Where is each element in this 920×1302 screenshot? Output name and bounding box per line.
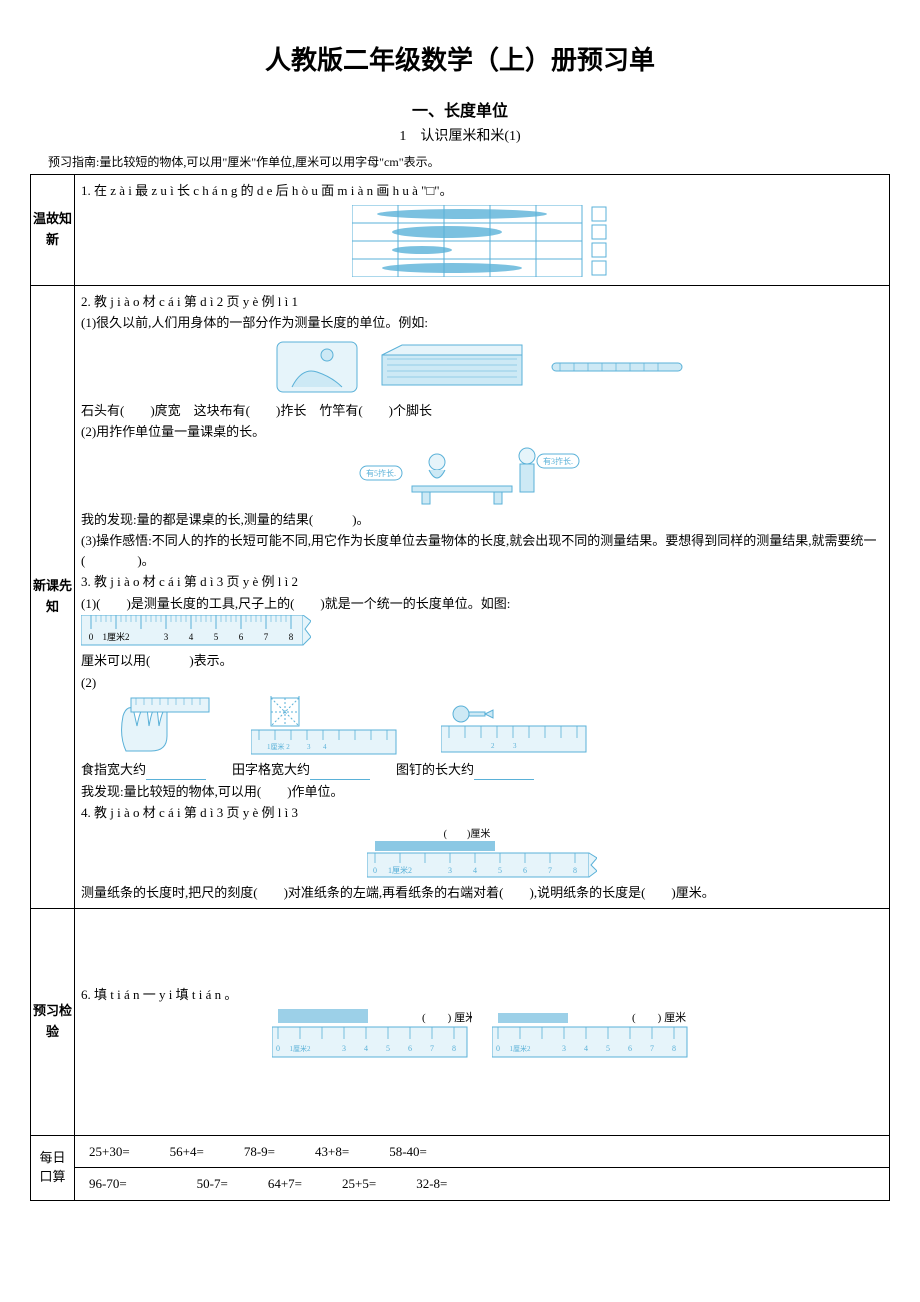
svg-text:0: 0 — [89, 632, 94, 642]
calc-2-1: 96-70= — [89, 1174, 127, 1194]
svg-text:3: 3 — [164, 632, 169, 642]
bubble-1: 有5拃长. — [366, 468, 396, 478]
svg-text:( )厘米: ( )厘米 — [444, 827, 491, 840]
svg-text:6: 6 — [239, 632, 244, 642]
svg-text:5: 5 — [214, 632, 219, 642]
ruler-figure-1: 0 1厘米2 3 4 5 6 7 8 — [81, 615, 883, 649]
svg-text:8: 8 — [289, 632, 294, 642]
q2-1-text: (1)很久以前,人们用身体的一部分作为测量长度的单位。例如: — [81, 313, 883, 333]
preview-guide: 预习指南:量比较短的物体,可以用"厘米"作单位,厘米可以用字母"cm"表示。 — [48, 153, 890, 170]
svg-text:2: 2 — [491, 742, 495, 750]
q3-2-label: (2) — [81, 673, 883, 693]
svg-text:5: 5 — [606, 1044, 610, 1053]
q1-text: 1. 在 z à i 最 z u ì 长 c h á n g 的 d e 后 h… — [81, 181, 883, 201]
section-title: 一、长度单位 — [30, 97, 890, 121]
svg-text:6: 6 — [628, 1044, 632, 1053]
svg-text:3: 3 — [513, 742, 517, 750]
svg-text:1厘米2: 1厘米2 — [510, 1044, 531, 1053]
svg-text:8: 8 — [672, 1044, 676, 1053]
svg-text:4: 4 — [584, 1044, 588, 1053]
calc-2-5: 32-8= — [416, 1174, 447, 1194]
svg-text:4: 4 — [364, 1044, 368, 1053]
svg-text:5: 5 — [498, 866, 502, 875]
svg-text:4: 4 — [323, 743, 327, 751]
calc-2-2: 50-7= — [197, 1174, 228, 1194]
q2-1-answers: 石头有( )庹宽 这块布有( )拃长 竹竿有( )个脚长 — [81, 401, 883, 421]
calc-2-3: 64+7= — [268, 1174, 302, 1194]
kousuan-row2: 96-70= 50-7= 64+7= 25+5= 32-8= — [75, 1168, 890, 1201]
row-label-xinkexianzhi: 新课先知 — [31, 285, 75, 909]
q2-find: 我的发现:量的都是课桌的长,测量的结果( )。 — [81, 510, 883, 530]
calc-1-3: 78-9= — [244, 1142, 275, 1162]
svg-text:8: 8 — [573, 866, 577, 875]
calc-1-5: 58-40= — [389, 1142, 427, 1162]
svg-text:4: 4 — [473, 866, 477, 875]
q3-find: 我发现:量比较短的物体,可以用( )作单位。 — [81, 782, 883, 802]
svg-text:7: 7 — [650, 1044, 654, 1053]
bubble-2: 有3拃长. — [543, 456, 573, 466]
svg-text:1厘米2: 1厘米2 — [290, 1044, 311, 1053]
svg-text:3: 3 — [562, 1044, 566, 1053]
q2-2-text: (2)用拃作单位量一量课桌的长。 — [81, 422, 883, 442]
q3-1-text: (1)( )是测量长度的工具,尺子上的( )就是一个统一的长度单位。如图: — [81, 594, 883, 614]
subsection-title: 1 认识厘米和米(1) — [30, 125, 890, 145]
yuxi-content: 6. 填 t i á n 一 y i 填 t i á n 。 ( ) 厘米 0 … — [75, 909, 890, 1136]
svg-text:4: 4 — [189, 632, 194, 642]
worksheet-table: 温故知新 1. 在 z à i 最 z u ì 长 c h á n g 的 d … — [30, 174, 890, 1201]
svg-text:3: 3 — [307, 743, 311, 751]
q1-figure — [81, 205, 883, 277]
q3-2-figures: 1厘米 2 3 4 2 3 — [101, 696, 883, 756]
wenguzhixin-content: 1. 在 z à i 最 z u ì 长 c h á n g 的 d e 后 h… — [75, 175, 890, 286]
svg-text:7: 7 — [430, 1044, 434, 1053]
svg-text:8: 8 — [452, 1044, 456, 1053]
kousuan-row1: 25+30= 56+4= 78-9= 43+8= 58-40= — [75, 1135, 890, 1168]
svg-text:( ) 厘米: ( ) 厘米 — [632, 1011, 686, 1024]
svg-text:6: 6 — [408, 1044, 412, 1053]
row-label-yuxijianyan: 预习检验 — [31, 909, 75, 1136]
calc-2-4: 25+5= — [342, 1174, 376, 1194]
calc-1-4: 43+8= — [315, 1142, 349, 1162]
svg-text:5: 5 — [386, 1044, 390, 1053]
svg-text:3: 3 — [448, 866, 452, 875]
svg-text:7: 7 — [548, 866, 552, 875]
q4-figure: ( )厘米 0 1厘米2 3 4 5 6 7 8 — [81, 827, 883, 879]
svg-text:0: 0 — [276, 1044, 280, 1053]
main-title: 人教版二年级数学（上）册预习单 — [30, 40, 890, 77]
q6-title: 6. 填 t i á n 一 y i 填 t i á n 。 — [81, 985, 883, 1005]
q2-title: 2. 教 j i à o 材 c á i 第 d ì 2 页 y è 例 l ì… — [81, 292, 883, 312]
svg-text:3: 3 — [342, 1044, 346, 1053]
row-label-meirikousuan: 每日口算 — [31, 1135, 75, 1200]
q2-2-figure: 有5拃长. 有3拃长. — [81, 446, 883, 506]
q2-1-figure — [81, 337, 883, 397]
q4-title: 4. 教 j i à o 材 c á i 第 d ì 3 页 y è 例 l ì… — [81, 803, 883, 823]
q3-1-after: 厘米可以用( )表示。 — [81, 651, 883, 671]
svg-text:( ) 厘米: ( ) 厘米 — [422, 1011, 472, 1024]
q2-3-text: (3)操作感悟:不同人的拃的长短可能不同,用它作为长度单位去量物体的长度,就会出… — [81, 531, 883, 570]
svg-text:1厘米2: 1厘米2 — [388, 865, 412, 875]
q4-text: 测量纸条的长度时,把尺的刻度( )对准纸条的左端,再看纸条的右端对着( ),说明… — [81, 883, 883, 903]
row-label-wenguzhixin: 温故知新 — [31, 175, 75, 286]
q3-2-blanks: 食指宽大约 田字格宽大约 图钉的长大约 — [81, 760, 883, 780]
xinke-content: 2. 教 j i à o 材 c á i 第 d ì 2 页 y è 例 l ì… — [75, 285, 890, 909]
svg-text:7: 7 — [264, 632, 269, 642]
svg-text:1厘米2: 1厘米2 — [102, 631, 129, 642]
q6-figures: ( ) 厘米 0 1厘米2 3 4 5 6 7 8 ( ) 厘米 — [81, 1007, 883, 1061]
calc-1-2: 56+4= — [170, 1142, 204, 1162]
calc-1-1: 25+30= — [89, 1142, 130, 1162]
svg-text:0: 0 — [496, 1044, 500, 1053]
q3-title: 3. 教 j i à o 材 c á i 第 d ì 3 页 y è 例 l ì… — [81, 572, 883, 592]
svg-text:0: 0 — [373, 866, 377, 875]
svg-text:6: 6 — [523, 866, 527, 875]
svg-text:1厘米 2: 1厘米 2 — [267, 742, 290, 751]
